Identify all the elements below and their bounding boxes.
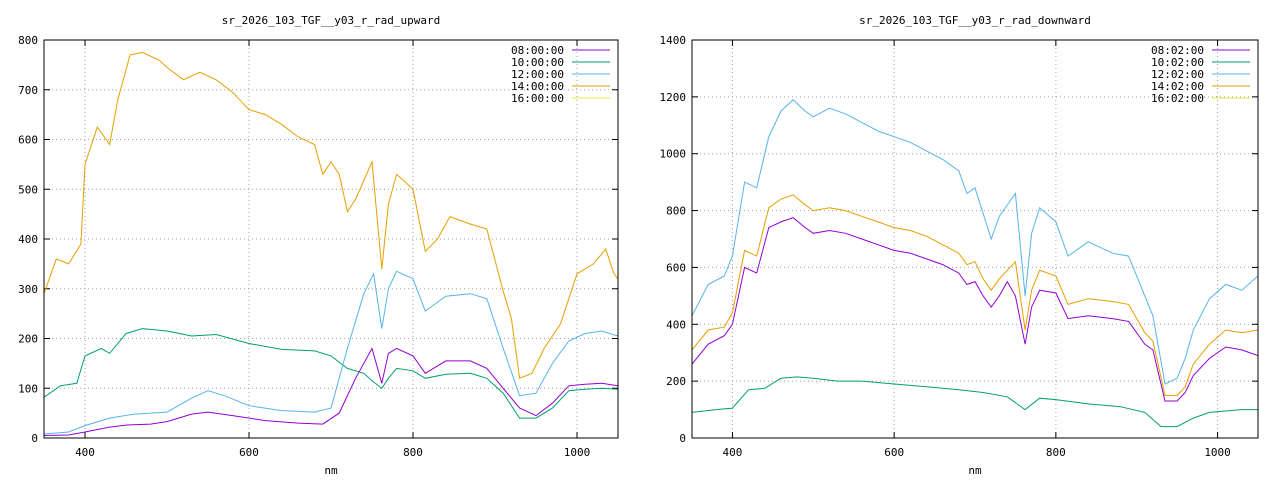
downward-y-tick-label: 1200 bbox=[660, 91, 687, 104]
downward-legend-label: 10:02:00 bbox=[1151, 56, 1204, 69]
downward-x-tick-label: 800 bbox=[1046, 446, 1066, 459]
downward-y-tick-label: 200 bbox=[666, 375, 686, 388]
downward-series-line-3 bbox=[692, 194, 1258, 396]
downward-legend-label: 12:02:00 bbox=[1151, 68, 1204, 81]
upward-y-tick-label: 200 bbox=[18, 333, 38, 346]
downward-y-tick-label: 1400 bbox=[660, 34, 687, 47]
upward-x-tick-label: 1000 bbox=[564, 446, 591, 459]
upward-series-line-1 bbox=[44, 328, 618, 419]
upward-series-line-3 bbox=[44, 51, 618, 380]
downward-chart-title: sr_2026_103_TGF__y03_r_rad_downward bbox=[859, 14, 1091, 27]
upward-y-tick-label: 500 bbox=[18, 183, 38, 196]
downward-y-tick-label: 800 bbox=[666, 205, 686, 218]
downward-y-tick-label: 600 bbox=[666, 261, 686, 274]
upward-y-tick-label: 600 bbox=[18, 134, 38, 147]
upward-y-tick-label: 400 bbox=[18, 233, 38, 246]
downward-legend-label: 08:02:00 bbox=[1151, 44, 1204, 57]
upward-x-tick-label: 600 bbox=[239, 446, 259, 459]
upward-series-line-2 bbox=[44, 270, 618, 435]
downward-x-tick-label: 400 bbox=[722, 446, 742, 459]
upward-y-tick-label: 700 bbox=[18, 84, 38, 97]
downward-y-tick-label: 400 bbox=[666, 318, 686, 331]
downward-x-tick-label: 600 bbox=[884, 446, 904, 459]
upward-x-tick-label: 400 bbox=[75, 446, 95, 459]
upward-legend-label: 10:00:00 bbox=[511, 56, 564, 69]
downward-series-line-2 bbox=[692, 99, 1258, 385]
upward-y-tick-label: 300 bbox=[18, 283, 38, 296]
downward-y-tick-label: 1000 bbox=[660, 148, 687, 161]
downward-legend-label: 14:02:00 bbox=[1151, 80, 1204, 93]
downward-legend-label: 16:02:00 bbox=[1151, 92, 1204, 105]
downward-plot-frame bbox=[691, 39, 1259, 439]
downward-series-line-0 bbox=[692, 217, 1258, 402]
upward-legend-label: 14:00:00 bbox=[511, 80, 564, 93]
upward-legend-label: 08:00:00 bbox=[511, 44, 564, 57]
downward-series-line-1 bbox=[692, 376, 1258, 428]
upward-y-tick-label: 800 bbox=[18, 34, 38, 47]
upward-radiance-chart: sr_2026_103_TGF__y03_r_rad_upward nm 400… bbox=[18, 14, 619, 477]
upward-chart-title: sr_2026_103_TGF__y03_r_rad_upward bbox=[222, 14, 441, 27]
upward-legend-label: 16:00:00 bbox=[511, 92, 564, 105]
upward-y-tick-label: 100 bbox=[18, 382, 38, 395]
upward-plot-frame bbox=[43, 39, 619, 439]
upward-series-line-0 bbox=[44, 347, 618, 436]
upward-legend-label: 12:00:00 bbox=[511, 68, 564, 81]
downward-chart-x-axis-label: nm bbox=[968, 464, 982, 477]
upward-x-tick-label: 800 bbox=[403, 446, 423, 459]
upward-y-tick-label: 0 bbox=[31, 432, 38, 445]
downward-radiance-chart: sr_2026_103_TGF__y03_r_rad_downward nm 4… bbox=[660, 14, 1259, 477]
downward-y-tick-label: 0 bbox=[679, 432, 686, 445]
downward-x-tick-label: 1000 bbox=[1204, 446, 1231, 459]
upward-chart-x-axis-label: nm bbox=[324, 464, 338, 477]
